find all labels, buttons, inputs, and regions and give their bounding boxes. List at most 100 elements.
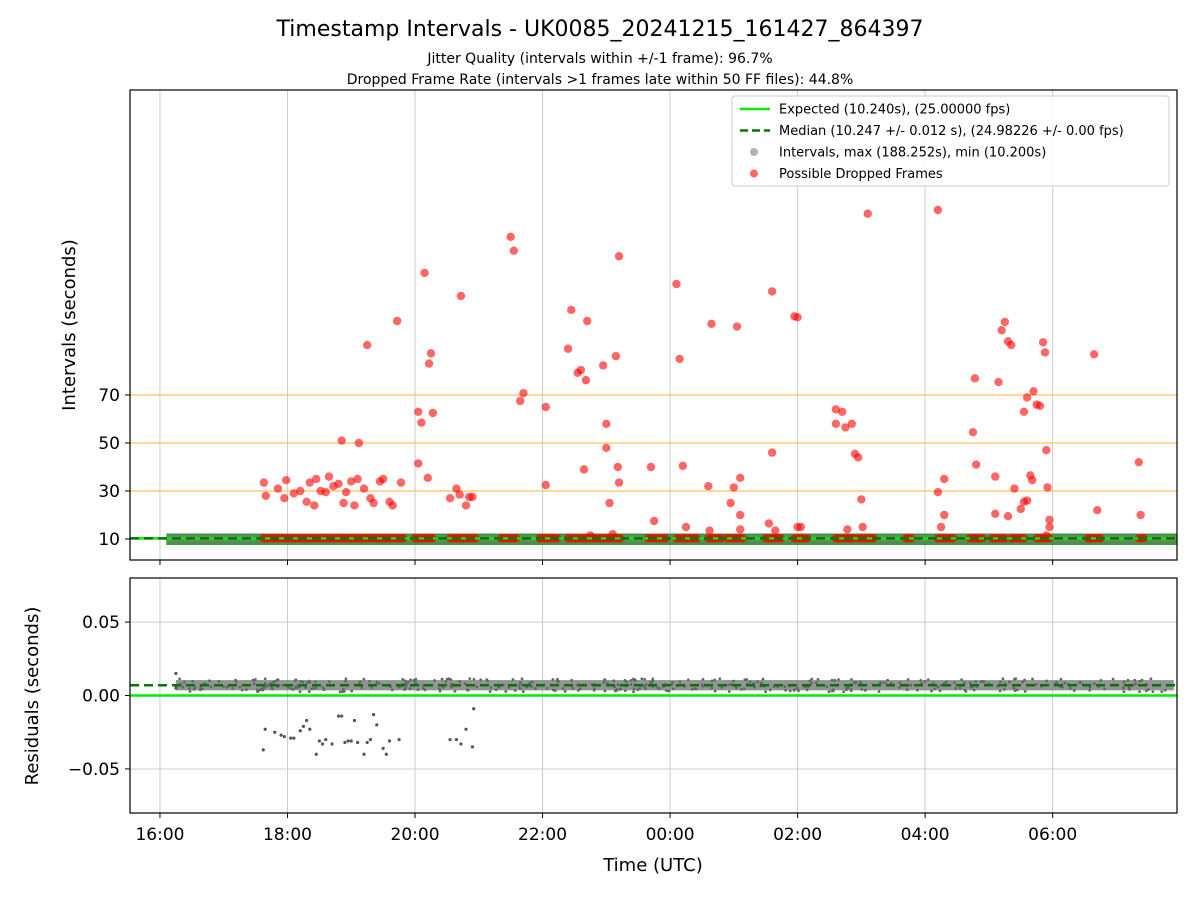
residual-band-point	[360, 686, 364, 690]
residual-band-point	[341, 687, 345, 691]
dropped-frame-point	[359, 484, 369, 493]
residual-band-point	[700, 683, 704, 687]
dropped-frame-point	[831, 405, 841, 414]
dropped-frame-point	[608, 530, 617, 539]
residual-band-point	[240, 688, 244, 692]
residual-band-point	[409, 678, 413, 682]
residual-band-point	[530, 685, 534, 688]
residual-band-point	[816, 678, 820, 681]
dropped-frame-point	[354, 438, 364, 448]
dropped-frame-point	[863, 209, 872, 218]
residuals-x-ticks: 16:00 18:00 20:00 22:00 00:00 02:00 04:00 06:00	[135, 813, 1077, 845]
residual-band-point	[720, 686, 724, 689]
dropped-frame-point	[793, 313, 802, 322]
residual-band-point	[209, 685, 213, 689]
residual-band-point	[764, 690, 768, 694]
residual-band-point	[842, 690, 846, 694]
dropped-frame-point	[853, 453, 863, 462]
dropped-frame-point	[414, 459, 423, 468]
residual-band-point	[504, 690, 508, 693]
residual-band-point	[517, 684, 521, 688]
residual-band-point	[370, 686, 373, 689]
residual-band-point	[181, 685, 185, 689]
legend: Expected (10.240s), (25.00000 fps) Median…	[731, 95, 1170, 187]
residual-band-point	[273, 680, 277, 683]
dropped-frame-point	[705, 526, 714, 535]
residual-band-point	[307, 679, 311, 683]
dropped-frame-point	[461, 501, 471, 510]
residual-band-point	[252, 682, 256, 686]
residuals-band	[174, 677, 1174, 694]
residual-band-point	[759, 681, 763, 685]
residual-band-point	[936, 685, 940, 689]
dropped-frame-point	[321, 488, 330, 497]
residual-band-point	[475, 685, 479, 689]
residual-band-point	[727, 690, 731, 693]
residual-band-point	[592, 688, 596, 692]
dropped-frame-point	[1043, 483, 1052, 492]
residual-outlier-point	[365, 740, 369, 745]
residual-band-point	[629, 683, 633, 686]
residual-band-point	[1021, 680, 1024, 684]
residual-band-point	[375, 680, 379, 684]
residual-band-point	[930, 689, 933, 693]
intervals-y-tick-label: 30	[98, 482, 120, 502]
residual-band-point	[713, 678, 717, 682]
residual-band-point	[678, 680, 682, 684]
residual-band-point	[830, 678, 834, 682]
dropped-frame-point	[796, 522, 805, 532]
residual-band-point	[651, 677, 655, 681]
residual-band-point	[463, 682, 467, 686]
dropped-frame-point	[353, 474, 362, 484]
residual-band-point	[270, 686, 273, 690]
residual-band-point	[753, 685, 756, 689]
residual-band-point	[251, 678, 255, 682]
residual-band-point	[1149, 677, 1153, 681]
residual-band-point	[933, 687, 937, 691]
residual-band-point	[968, 681, 972, 685]
residual-band-point	[972, 688, 976, 692]
dropped-frame-point	[423, 473, 432, 482]
dropped-frame-point	[968, 428, 978, 437]
residual-band-point	[344, 679, 347, 683]
residual-band-point	[521, 690, 525, 693]
residual-expected-median-lines	[130, 683, 1177, 697]
residual-band-point	[507, 685, 511, 689]
dropped-frame-point	[681, 522, 691, 532]
residual-outlier-point	[397, 737, 401, 742]
residual-outlier-point	[454, 737, 459, 742]
residual-band-point	[632, 690, 635, 694]
residual-band-point	[377, 682, 381, 686]
residual-outlier-point	[346, 739, 350, 743]
residual-band-point	[266, 683, 270, 687]
residual-outlier-point	[472, 707, 476, 711]
dropped-frame-point	[337, 436, 346, 445]
residual-band-point	[1013, 689, 1017, 692]
residual-band-point	[440, 677, 444, 681]
residual-band-point	[958, 686, 962, 690]
residual-outlier-point	[464, 727, 468, 731]
residual-band-point	[1126, 678, 1130, 682]
dropped-frame-point	[296, 486, 305, 496]
residual-band-point	[1133, 678, 1137, 682]
dropped-frame-point	[541, 402, 550, 412]
residual-band-point	[664, 689, 668, 692]
residual-band-point	[296, 686, 300, 689]
x-tick-label: 02:00	[773, 825, 822, 845]
dropped-frame-point	[1040, 348, 1050, 357]
dropped-frame-point	[991, 472, 1000, 481]
residual-band-point	[847, 686, 850, 690]
dropped-frame-point	[369, 498, 378, 508]
x-tick-label: 20:00	[391, 825, 440, 845]
residual-band-point	[1088, 685, 1092, 689]
dropped-frame-point	[602, 443, 611, 452]
residual-band-point	[208, 679, 211, 683]
dropped-frame-point	[519, 388, 528, 398]
residual-band-point	[561, 687, 565, 690]
residual-band-point	[438, 687, 441, 691]
residual-band-point	[1060, 685, 1064, 689]
residual-band-point	[831, 689, 835, 693]
dropped-frame-point	[310, 501, 319, 510]
dropped-frame-point	[613, 462, 622, 472]
residual-band-point	[805, 688, 809, 692]
